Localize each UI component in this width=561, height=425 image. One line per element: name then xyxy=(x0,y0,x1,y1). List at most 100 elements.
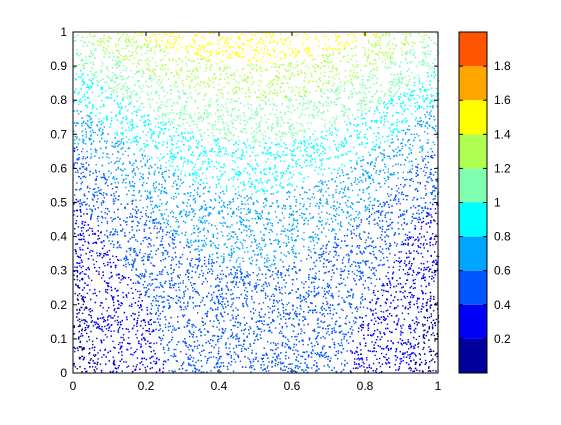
data-point xyxy=(210,262,213,265)
data-point xyxy=(256,279,259,281)
data-point xyxy=(254,141,257,143)
data-point xyxy=(413,345,415,348)
data-point xyxy=(364,104,366,106)
data-point xyxy=(295,252,297,254)
data-point xyxy=(380,234,383,236)
data-point xyxy=(404,108,406,111)
data-point xyxy=(94,49,96,52)
data-point xyxy=(284,228,286,230)
data-point xyxy=(81,312,84,315)
data-point xyxy=(175,360,178,362)
data-point xyxy=(206,50,209,52)
data-point xyxy=(256,139,258,142)
data-point xyxy=(245,287,247,289)
data-point xyxy=(76,49,78,51)
data-point xyxy=(206,110,208,112)
data-point xyxy=(207,231,209,233)
data-point xyxy=(115,191,117,193)
data-point xyxy=(121,85,124,87)
data-point xyxy=(173,239,176,241)
data-point xyxy=(192,360,194,362)
data-point xyxy=(150,284,152,287)
data-point xyxy=(303,203,305,206)
data-point xyxy=(138,311,140,313)
data-point xyxy=(319,198,322,200)
data-point xyxy=(354,261,357,264)
data-point xyxy=(76,215,79,217)
data-point xyxy=(322,245,324,247)
data-point xyxy=(139,273,142,275)
data-point xyxy=(189,116,191,118)
data-point xyxy=(262,55,264,58)
data-point xyxy=(83,213,85,215)
data-point xyxy=(288,43,291,46)
data-point xyxy=(204,242,207,244)
data-point xyxy=(193,325,195,327)
data-point xyxy=(385,67,387,70)
data-point xyxy=(98,95,100,97)
data-point xyxy=(369,72,372,75)
data-point xyxy=(375,312,377,314)
data-point xyxy=(291,336,293,338)
data-point xyxy=(205,177,207,180)
data-point xyxy=(174,180,177,182)
data-point xyxy=(205,150,207,152)
data-point xyxy=(317,326,319,328)
data-point xyxy=(147,155,150,158)
data-point xyxy=(308,254,310,256)
data-point xyxy=(274,56,277,58)
data-point xyxy=(272,33,274,36)
data-point xyxy=(129,161,131,163)
data-point xyxy=(254,285,256,287)
data-point xyxy=(256,42,258,44)
data-point xyxy=(419,117,422,119)
data-point xyxy=(234,119,237,122)
data-point xyxy=(161,238,163,240)
data-point xyxy=(272,293,274,295)
data-point xyxy=(210,240,212,242)
data-point xyxy=(91,213,93,215)
data-point xyxy=(370,282,372,285)
data-point xyxy=(118,111,120,114)
data-point xyxy=(413,78,415,80)
data-point xyxy=(425,155,427,157)
data-point xyxy=(348,96,350,98)
data-point xyxy=(190,345,192,347)
data-point xyxy=(113,309,115,312)
data-point xyxy=(162,286,164,288)
data-point xyxy=(101,326,103,328)
data-point xyxy=(134,209,136,211)
data-point xyxy=(154,125,157,128)
data-point xyxy=(223,217,225,219)
data-point xyxy=(414,102,416,104)
data-point xyxy=(184,175,187,177)
data-point xyxy=(371,262,373,264)
data-point xyxy=(364,280,366,282)
data-point xyxy=(371,299,373,301)
data-point xyxy=(159,75,161,78)
data-point xyxy=(138,314,140,317)
data-point xyxy=(296,61,299,63)
data-point xyxy=(194,189,196,191)
data-point xyxy=(406,83,408,86)
data-point xyxy=(229,67,231,69)
data-point xyxy=(173,355,176,357)
data-point xyxy=(230,120,232,123)
data-point xyxy=(203,227,206,229)
data-point xyxy=(105,146,107,148)
data-point xyxy=(209,199,212,201)
data-point xyxy=(78,103,80,105)
data-point xyxy=(400,330,402,333)
data-point xyxy=(377,156,379,158)
data-point xyxy=(168,370,170,372)
data-point xyxy=(97,44,99,47)
data-point xyxy=(352,295,354,297)
data-point xyxy=(148,283,151,285)
data-point xyxy=(371,341,373,343)
data-point xyxy=(125,263,127,265)
data-point xyxy=(312,193,314,195)
data-point xyxy=(272,92,274,94)
data-point xyxy=(337,157,339,159)
data-point xyxy=(96,125,99,127)
data-point xyxy=(418,335,420,338)
